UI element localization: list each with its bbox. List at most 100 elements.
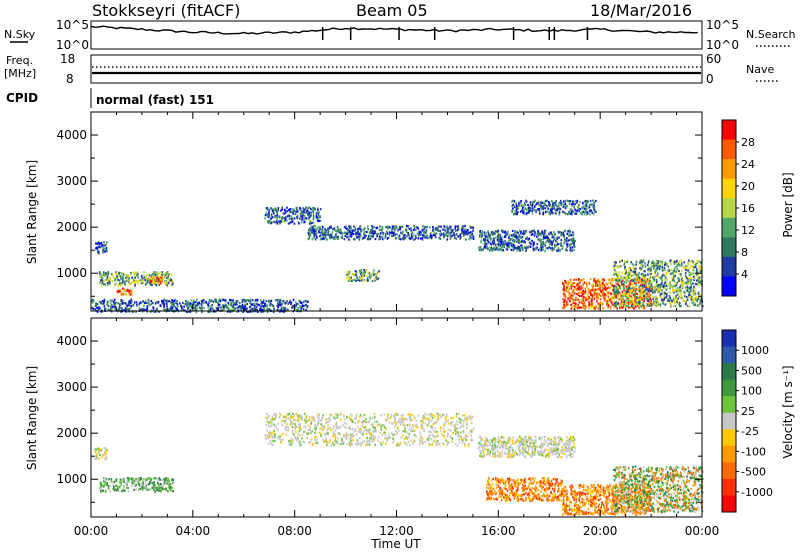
- data-cell: [435, 232, 438, 235]
- data-cell: [616, 307, 618, 310]
- data-cell: [647, 282, 650, 285]
- data-cell: [97, 242, 100, 245]
- data-cell: [562, 300, 565, 303]
- data-cell: [546, 235, 549, 239]
- data-cell: [165, 308, 167, 311]
- data-cell: [621, 279, 624, 283]
- data-cell: [552, 240, 554, 243]
- data-cell: [114, 488, 117, 491]
- data-cell: [644, 294, 646, 297]
- data-cell: [539, 247, 541, 250]
- data-cell: [313, 233, 316, 236]
- data-cell: [468, 238, 470, 241]
- data-cell: [98, 449, 101, 452]
- data-cell: [613, 272, 616, 276]
- data-cell: [657, 303, 660, 306]
- data-cell: [658, 260, 660, 263]
- data-cell: [361, 415, 364, 418]
- data-cell: [108, 280, 111, 283]
- data-cell: [566, 232, 569, 235]
- data-cell: [360, 226, 362, 229]
- data-cell: [380, 228, 383, 231]
- data-cell: [299, 206, 301, 210]
- data-cell: [565, 281, 568, 284]
- data-cell: [513, 213, 515, 216]
- data-cell: [348, 225, 350, 228]
- data-cell: [222, 298, 224, 301]
- data-cell: [353, 417, 356, 420]
- data-cell: [673, 291, 675, 294]
- data-cell: [312, 221, 315, 224]
- data-cell: [409, 237, 412, 240]
- data-cell: [298, 419, 300, 422]
- data-cell: [559, 248, 562, 252]
- data-cell: [268, 213, 270, 216]
- data-cell: [587, 288, 590, 291]
- data-cell: [639, 296, 642, 299]
- data-cell: [527, 203, 529, 207]
- data-cell: [368, 420, 370, 424]
- data-cell: [283, 212, 285, 215]
- data-cell: [654, 303, 656, 306]
- data-cell: [600, 302, 603, 305]
- data-cell: [275, 299, 277, 302]
- data-cell: [137, 282, 139, 285]
- data-cell: [543, 232, 546, 235]
- data-cell: [507, 245, 509, 248]
- data-cell: [119, 290, 121, 293]
- data-cell: [237, 308, 240, 311]
- data-cell: [551, 233, 554, 236]
- data-cell: [335, 442, 337, 445]
- data-cell: [127, 487, 129, 490]
- data-cell: [533, 241, 535, 244]
- data-cell: [324, 228, 326, 231]
- data-cell: [573, 244, 575, 247]
- data-cell: [650, 272, 652, 275]
- data-cell: [425, 229, 428, 232]
- data-cell: [170, 489, 172, 492]
- data-cell: [420, 233, 422, 236]
- data-cell: [386, 439, 388, 442]
- data-cell: [266, 307, 268, 310]
- data-cell: [123, 309, 125, 312]
- data-cell: [118, 271, 121, 275]
- data-cell: [208, 309, 210, 312]
- data-cell: [135, 483, 137, 486]
- data-cell: [690, 290, 692, 293]
- data-cell: [637, 276, 640, 279]
- data-cell: [497, 234, 499, 238]
- data-cell: [552, 203, 554, 206]
- data-cell: [553, 238, 556, 241]
- data-cell: [165, 272, 167, 275]
- data-cell: [410, 233, 413, 236]
- data-cell: [241, 304, 244, 307]
- data-cell: [538, 210, 541, 213]
- data-cell: [466, 435, 469, 438]
- data-cell: [295, 430, 297, 433]
- data-cell: [652, 286, 655, 289]
- data-cell: [338, 414, 341, 417]
- data-cell: [281, 432, 284, 435]
- data-cell: [113, 304, 115, 307]
- data-cell: [120, 277, 122, 280]
- data-cell: [156, 478, 159, 481]
- data-cell: [437, 415, 439, 418]
- data-cell: [636, 276, 638, 279]
- data-cell: [613, 305, 615, 309]
- data-cell: [563, 285, 565, 288]
- data-cell: [161, 300, 164, 303]
- data-cell: [411, 231, 414, 234]
- data-cell: [348, 235, 350, 238]
- data-cell: [455, 233, 458, 236]
- data-cell: [99, 271, 102, 274]
- data-cell: [370, 232, 373, 235]
- data-cell: [161, 479, 164, 482]
- data-cell: [349, 225, 352, 228]
- data-cell: [163, 273, 166, 276]
- data-cell: [397, 229, 399, 232]
- data-cell: [599, 285, 602, 288]
- data-cell: [518, 201, 520, 204]
- data-cell: [348, 444, 351, 447]
- data-cell: [332, 228, 334, 231]
- data-cell: [632, 288, 635, 291]
